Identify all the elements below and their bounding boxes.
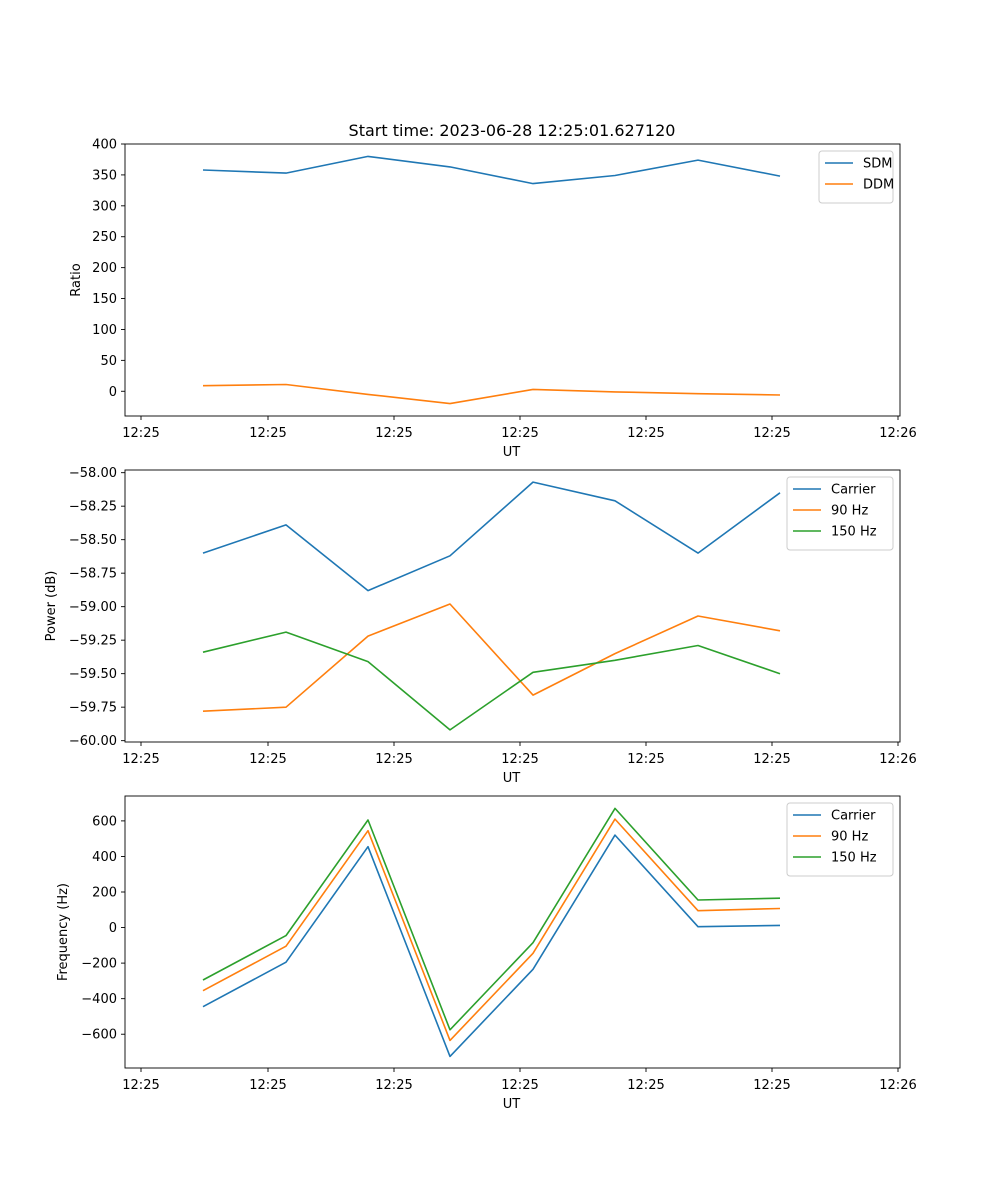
legend-label: 90 Hz [831,830,868,845]
series-line-ddm [202,383,781,405]
x-tick-label: 12:26 [879,426,916,441]
y-tick-label: 50 [100,354,117,369]
y-axis-label: Ratio [69,263,84,296]
series-line-sdm [202,155,781,185]
y-axis-label: Power (dB) [44,571,59,642]
y-tick-label: −400 [81,992,117,1007]
legend: SDM DDM [818,150,894,204]
x-tick-label: 12:25 [501,1078,538,1093]
x-tick-label: 12:25 [753,426,790,441]
y-tick-label: −58.75 [69,567,117,582]
y-tick-label: 0 [109,385,117,400]
legend-label: 90 Hz [831,504,868,519]
chart-panel-3: −600 −400 −200 0 200 400 600 12:25 12:25 12:25 12:… [56,795,917,1112]
charts-container: 0 50 100 150 200 250 300 350 400 12:25 12:25 12:25 1… [44,138,917,1113]
y-tick-label: 100 [92,323,117,338]
x-tick-label: 12:25 [122,1078,159,1093]
x-tick-label: 12:25 [249,1078,286,1093]
axes-frame [124,795,901,1069]
y-tick-label: 150 [92,292,117,307]
y-tick-label: 250 [92,230,117,245]
y-axis-label: Frequency (Hz) [56,883,71,981]
x-axis-label: UT [503,445,521,460]
x-tick-label: 12:25 [249,752,286,767]
legend-label: DDM [863,178,894,193]
x-tick-label: 12:25 [122,426,159,441]
x-tick-label: 12:25 [375,752,412,767]
y-tick-label: −58.25 [69,500,117,515]
y-tick-label: 0 [109,921,117,936]
legend-label: SDM [863,157,892,172]
figure-title: Start time: 2023-06-28 12:25:01.627120 [349,121,676,140]
y-tick-label: 400 [92,850,117,865]
series-line-150-hz [202,807,781,1031]
x-tick-label: 12:25 [122,752,159,767]
legend-label: Carrier [831,809,876,824]
x-tick-label: 12:25 [627,752,664,767]
legend-box [818,150,894,204]
y-tick-label: 400 [92,138,117,153]
x-tick-label: 12:25 [627,1078,664,1093]
chart-panel-2: −60.00 −59.75 −59.50 −59.25 −59.00 −58.75 −58.… [44,466,917,786]
y-tick-label: −200 [81,957,117,972]
y-tick-label: 200 [92,261,117,276]
legend-label: 150 Hz [831,525,877,540]
y-tick-label: −60.00 [69,734,117,749]
x-tick-label: 12:25 [753,1078,790,1093]
series-line-carrier [202,481,781,592]
x-tick-label: 12:25 [375,426,412,441]
chart-panel-1: 0 50 100 150 200 250 300 350 400 12:25 12:25 12:25 1… [69,138,917,461]
legend: Carrier 90 Hz 150 Hz [786,802,894,877]
y-tick-label: −600 [81,1028,117,1043]
axes-frame [124,469,901,743]
y-tick-label: 350 [92,168,117,183]
x-tick-label: 12:25 [375,1078,412,1093]
y-tick-label: 200 [92,886,117,901]
series-line-90-hz [202,818,781,1042]
axes-frame [124,143,901,417]
x-tick-label: 12:25 [249,426,286,441]
series-line-carrier [202,834,781,1058]
legend: Carrier 90 Hz 150 Hz [786,476,894,551]
x-axis-label: UT [503,771,521,786]
x-tick-label: 12:25 [501,426,538,441]
y-tick-label: −58.50 [69,533,117,548]
series-line-90-hz [202,603,781,712]
y-tick-label: −59.25 [69,634,117,649]
y-tick-label: −59.50 [69,667,117,682]
y-tick-label: −59.00 [69,600,117,615]
y-tick-label: −59.75 [69,701,117,716]
x-tick-label: 12:25 [627,426,664,441]
y-tick-label: 600 [92,814,117,829]
x-tick-label: 12:26 [879,752,916,767]
y-tick-label: −58.00 [69,466,117,481]
x-tick-label: 12:26 [879,1078,916,1093]
x-axis-label: UT [503,1097,521,1112]
y-tick-label: 300 [92,199,117,214]
x-tick-label: 12:25 [501,752,538,767]
legend-label: Carrier [831,483,876,498]
series-line-150-hz [202,631,781,731]
x-tick-label: 12:25 [753,752,790,767]
legend-label: 150 Hz [831,851,877,866]
